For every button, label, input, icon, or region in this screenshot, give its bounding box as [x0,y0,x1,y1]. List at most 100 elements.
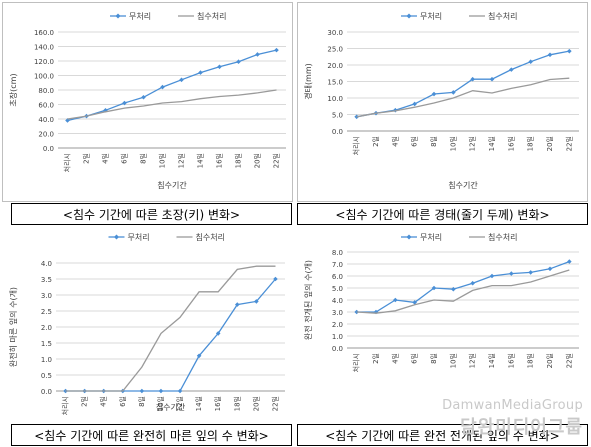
series-line-flooded [356,77,570,118]
y-tick-label: 15.0 [327,79,343,87]
chart-frame [2,2,293,202]
series-line-flooded [65,265,276,392]
data-point [431,285,437,291]
height-chart-caption: <침수 기간에 따른 초장(키) 변화> [11,203,292,225]
y-tick-label: 0.0 [332,128,343,136]
y-tick-label: 25.0 [327,46,343,54]
y-tick-label: 0.0 [332,345,343,353]
x-tick-label: 20일 [251,396,260,411]
x-tick-label: 12일 [175,396,184,411]
data-point [528,59,533,64]
data-point [158,388,164,394]
x-tick-label: 12일 [177,153,186,168]
series-line-control [65,278,276,392]
data-point [236,59,241,65]
x-tick-label: 14일 [487,136,496,151]
legend-label: 무처리 [420,233,442,242]
legend-label: 침수처리 [488,233,517,242]
x-axis-label: 침수기간 [448,180,478,190]
x-tick-label: 8일 [137,396,146,407]
data-point [470,280,475,286]
y-axis-label: 초장(cm) [8,73,18,106]
x-tick-label: 10일 [448,136,457,151]
legend-marker [406,234,412,240]
y-tick-label: 120.0 [34,58,54,66]
series-line-control [67,49,277,122]
y-tick-label: 160.0 [34,29,54,37]
y-tick-label: 140.0 [34,44,54,52]
x-tick-label: 2일 [82,153,91,164]
legend-label: 침수처리 [196,233,225,242]
y-tick-label: 20.0 [38,131,54,139]
x-tick-label: 22일 [272,153,281,168]
x-tick-label: 16일 [506,136,515,151]
dry-leaf-chart-panel: 0.0 0.5 1.0 1.5 2.0 2.5 3.0 3.5 4.0 처리시 2일 4일 6일 8일 10… [2,225,293,423]
x-axis-label: 침수기간 [157,180,187,190]
x-tick-label: 4일 [101,153,110,164]
y-tick-label: 0.0 [43,145,54,153]
stem-chart-panel: 0.0 5.0 10.0 15.0 20.0 25.0 30.0 처리시 2일 4일 6일 8일 10일… [297,2,588,202]
x-axis-label: 침수기간 [156,402,186,412]
y-axis-label: 완전 전개된 잎의 수(개) [303,260,313,340]
data-point [255,52,260,57]
y-tick-label: 100.0 [34,73,54,81]
data-point [139,388,145,394]
x-tick-label: 8일 [429,353,438,364]
data-point [509,67,514,72]
data-point [567,48,572,54]
y-tick-label: 1.0 [332,333,343,341]
data-point [160,84,165,90]
x-tick-label: 8일 [139,153,148,164]
dry-leaf-caption-text: <침수 기간에 따른 완전히 마른 잎의 수 변화> [34,428,269,443]
data-point [141,94,146,100]
stem-chart-caption: <침수 기간에 따른 경태(줄기 두께) 변화> [297,203,588,225]
y-tick-label: 80.0 [38,87,54,95]
x-tick-label: 6일 [120,153,129,164]
x-tick-label: 6일 [118,396,127,407]
x-tick-label: 22일 [564,353,573,368]
y-tick-label: 2.5 [41,308,52,316]
x-tick-label: 8일 [429,136,438,147]
series-line-flooded [67,89,277,120]
y-tick-label: 2.0 [332,321,343,329]
stem-caption-text: <침수 기간에 따른 경태(줄기 두께) 변화> [335,207,550,222]
series-line-flooded [356,269,570,314]
y-tick-label: 3.0 [41,292,52,300]
height-chart-panel: 0.0 20.0 40.0 60.0 80.0 100.0 120.0 140.0 160.0 처… [2,2,293,202]
stem-thickness-line-chart: 0.0 5.0 10.0 15.0 20.0 25.0 30.0 처리시 2일 4일 6일 8일 10일… [297,2,588,202]
expanded-leaf-chart-caption: <침수 기간에 따른 완전 전개된 잎의 수 변화> [297,424,588,446]
data-point [470,76,475,82]
y-tick-label: 5.0 [332,112,343,120]
data-point [509,271,514,276]
data-point [274,47,279,53]
dry-leaf-line-chart: 0.0 0.5 1.0 1.5 2.0 2.5 3.0 3.5 4.0 처리시 2일 4일 6일 8일 10… [8,233,285,415]
x-tick-label: 18일 [526,136,535,151]
data-point [489,76,495,82]
x-tick-label: 12일 [468,136,477,151]
expanded-leaf-caption-text: <침수 기간에 따른 완전 전개된 잎의 수 변화> [325,428,560,443]
data-point [489,273,495,279]
data-point [567,259,572,264]
chart-frame [297,2,588,202]
data-point [177,388,183,394]
y-tick-label: 30.0 [327,29,343,37]
x-tick-label: 4일 [99,396,108,407]
series-line-control [356,50,570,118]
y-tick-label: 6.0 [332,273,343,281]
y-tick-label: 1.0 [41,356,52,364]
x-tick-label: 처리시 [61,396,70,415]
y-tick-label: 10.0 [327,95,343,103]
x-tick-label: 2일 [371,136,380,147]
x-tick-label: 18일 [232,396,241,411]
dry-leaf-chart-caption: <침수 기간에 따른 완전히 마른 잎의 수 변화> [11,424,292,446]
legend-marker [115,13,121,19]
y-tick-label: 2.0 [41,324,52,332]
y-tick-label: 4.0 [332,297,343,305]
data-point [273,276,278,282]
y-tick-label: 3.5 [41,276,52,284]
legend-label: 무처리 [128,233,150,242]
y-tick-label: 8.0 [332,249,343,257]
data-point [122,100,127,106]
y-axis-label: 완전히 마른 잎의 수(개) [8,287,18,367]
